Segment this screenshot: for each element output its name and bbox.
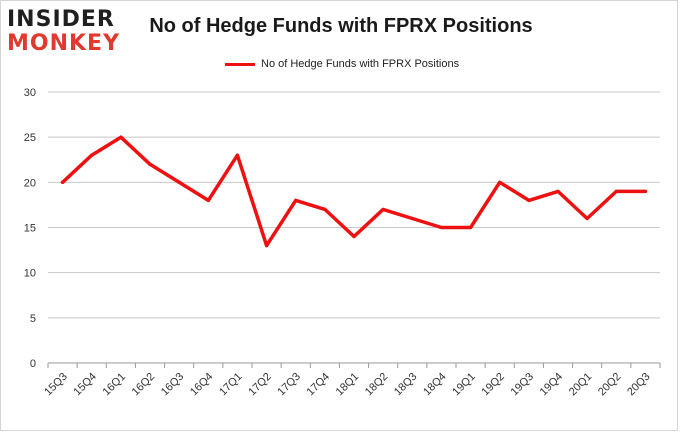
data-point <box>439 225 444 230</box>
x-tick-label: 18Q4 <box>421 371 449 399</box>
data-point <box>614 189 618 193</box>
x-tick-label: 16Q2 <box>130 371 158 399</box>
data-point <box>323 207 327 212</box>
data-point <box>527 198 531 202</box>
chart-legend: No of Hedge Funds with FPRX Positions <box>225 56 459 72</box>
data-point <box>177 180 181 184</box>
data-point <box>410 216 414 221</box>
y-tick-label: 20 <box>24 177 36 189</box>
data-point <box>119 135 123 139</box>
data-point <box>148 162 152 166</box>
x-tick-label: 17Q3 <box>275 371 303 399</box>
data-point <box>352 234 356 239</box>
x-tick-label: 18Q3 <box>392 371 420 399</box>
y-tick-label: 0 <box>30 358 36 370</box>
y-tick-label: 25 <box>24 132 36 144</box>
data-point <box>90 153 94 157</box>
x-tick-label: 20Q1 <box>567 371 595 399</box>
x-tick-label: 16Q1 <box>101 371 129 399</box>
x-tick-label: 19Q2 <box>479 371 507 399</box>
x-tick-label: 18Q1 <box>334 371 362 399</box>
legend-line-swatch <box>225 62 255 66</box>
logo-text-top: INSIDER <box>7 7 115 32</box>
data-point <box>264 243 269 248</box>
insider-monkey-logo: INSIDER MONKEY <box>7 7 131 55</box>
x-tick-label: 17Q4 <box>305 371 333 399</box>
data-point <box>585 216 589 221</box>
data-point <box>468 225 473 230</box>
x-tick-label: 19Q4 <box>538 371 566 399</box>
x-tick-label: 16Q4 <box>188 371 216 399</box>
data-point <box>294 198 298 202</box>
x-tick-label: 15Q4 <box>71 371 99 399</box>
data-point <box>556 189 560 193</box>
x-tick-label: 16Q3 <box>159 371 187 399</box>
x-tick-label: 17Q1 <box>217 371 245 399</box>
x-tick-label: 19Q1 <box>450 371 478 399</box>
data-point <box>643 189 648 193</box>
logo-text-bottom: MONKEY <box>7 31 121 56</box>
y-tick-label: 10 <box>24 268 36 280</box>
data-point <box>60 180 65 184</box>
data-point <box>381 207 385 212</box>
data-point <box>498 180 502 184</box>
y-tick-label: 15 <box>24 223 36 235</box>
x-tick-label: 15Q3 <box>42 371 70 399</box>
x-tick-label: 20Q3 <box>625 371 653 399</box>
data-point <box>235 153 240 157</box>
x-tick-label: 17Q2 <box>246 371 274 399</box>
x-tick-label: 20Q2 <box>596 371 624 399</box>
x-tick-label: 18Q2 <box>363 371 391 399</box>
chart-title: No of Hedge Funds with FPRX Positions <box>149 15 533 37</box>
y-tick-label: 5 <box>30 313 36 325</box>
y-tick-label: 30 <box>24 87 36 99</box>
legend-label: No of Hedge Funds with FPRX Positions <box>261 58 460 70</box>
x-tick-label: 19Q3 <box>509 371 537 399</box>
data-point <box>206 198 210 202</box>
